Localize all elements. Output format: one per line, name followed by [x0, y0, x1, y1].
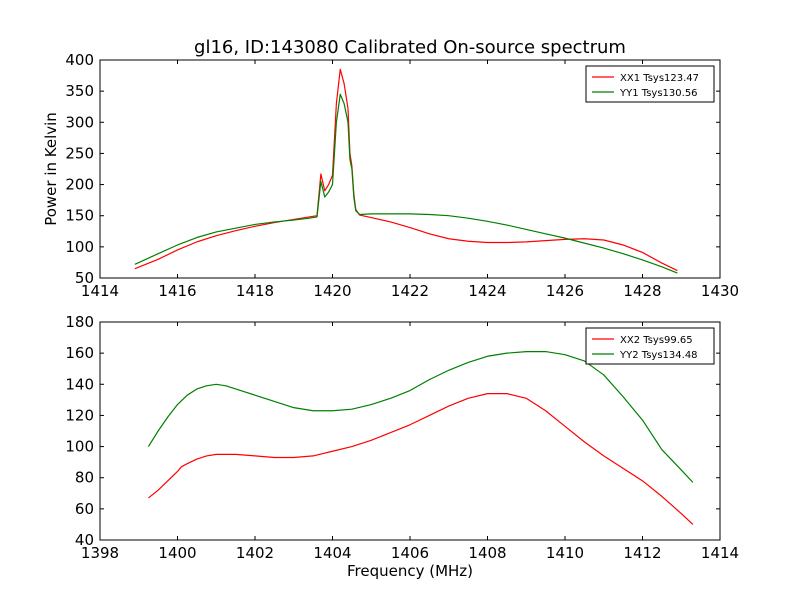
y-tick-label: 300 [65, 113, 94, 131]
x-tick-label: 1420 [313, 282, 351, 300]
legend-label: YY2 Tsys134.48 [619, 350, 698, 361]
series-line-yy-panel-1 [134, 93, 678, 274]
y-tick-label: 200 [65, 176, 94, 194]
series-line-xx-panel-2 [148, 393, 694, 525]
x-tick-label: 1418 [236, 282, 274, 300]
y-tick-label: 40 [75, 531, 94, 549]
x-tick-label: 1416 [158, 282, 196, 300]
y-axis-label: Power in Kelvin [42, 112, 60, 226]
y-tick-label: 60 [75, 500, 94, 518]
x-tick-label: 1428 [623, 282, 661, 300]
x-tick-label: 1414 [81, 282, 119, 300]
legend-panel-1: XX1 Tsys123.47 YY1 Tsys130.56 [585, 65, 715, 103]
x-axis-label: Frequency (MHz) [347, 562, 473, 580]
y-tick-label: 180 [65, 313, 94, 331]
y-tick-label: 140 [65, 375, 94, 393]
x-tick-label: 1422 [391, 282, 429, 300]
legend-label: YY1 Tsys130.56 [619, 88, 698, 99]
x-tick-label: 1408 [468, 544, 506, 562]
y-tick-label: 350 [65, 82, 94, 100]
x-tick-label: 1410 [546, 544, 584, 562]
x-tick-label: 1402 [236, 544, 274, 562]
x-tick-label: 1430 [701, 282, 739, 300]
x-tick-label: 1404 [313, 544, 351, 562]
x-tick-label: 1398 [81, 544, 119, 562]
y-tick-label: 250 [65, 144, 94, 162]
x-tick-label: 1412 [623, 544, 661, 562]
series-line-yy-panel-2 [147, 350, 694, 483]
x-tick-label: 1406 [391, 544, 429, 562]
x-tick-label: 1400 [158, 544, 196, 562]
y-tick-label: 80 [75, 469, 94, 487]
y-tick-label: 160 [65, 344, 94, 362]
legend-box [585, 65, 715, 103]
x-tick-label: 1424 [468, 282, 506, 300]
x-tick-label: 1414 [701, 544, 739, 562]
y-tick-label: 100 [65, 438, 94, 456]
legend-label: XX2 Tsys99.65 [620, 335, 693, 346]
legend-box [585, 327, 715, 365]
y-tick-label: 150 [65, 207, 94, 225]
y-tick-label: 100 [65, 238, 94, 256]
y-tick-label: 50 [75, 269, 94, 287]
legend-panel-2: XX2 Tsys99.65 YY2 Tsys134.48 [585, 327, 715, 365]
y-tick-label: 120 [65, 406, 94, 424]
y-tick-label: 400 [65, 51, 94, 69]
panel-top: 1414 1416 1418 1420 1422 1424 1426 1428 1430 50 10… [42, 51, 739, 300]
chart-title: gl16, ID:143080 Calibrated On-source spe… [194, 37, 626, 58]
series-line-xx-panel-1 [134, 68, 678, 272]
panel-bottom: 1398 1400 1402 1404 1406 1408 1410 1412 1414 40 60… [65, 313, 739, 580]
legend-label: XX1 Tsys123.47 [620, 73, 699, 84]
x-tick-label: 1426 [546, 282, 584, 300]
